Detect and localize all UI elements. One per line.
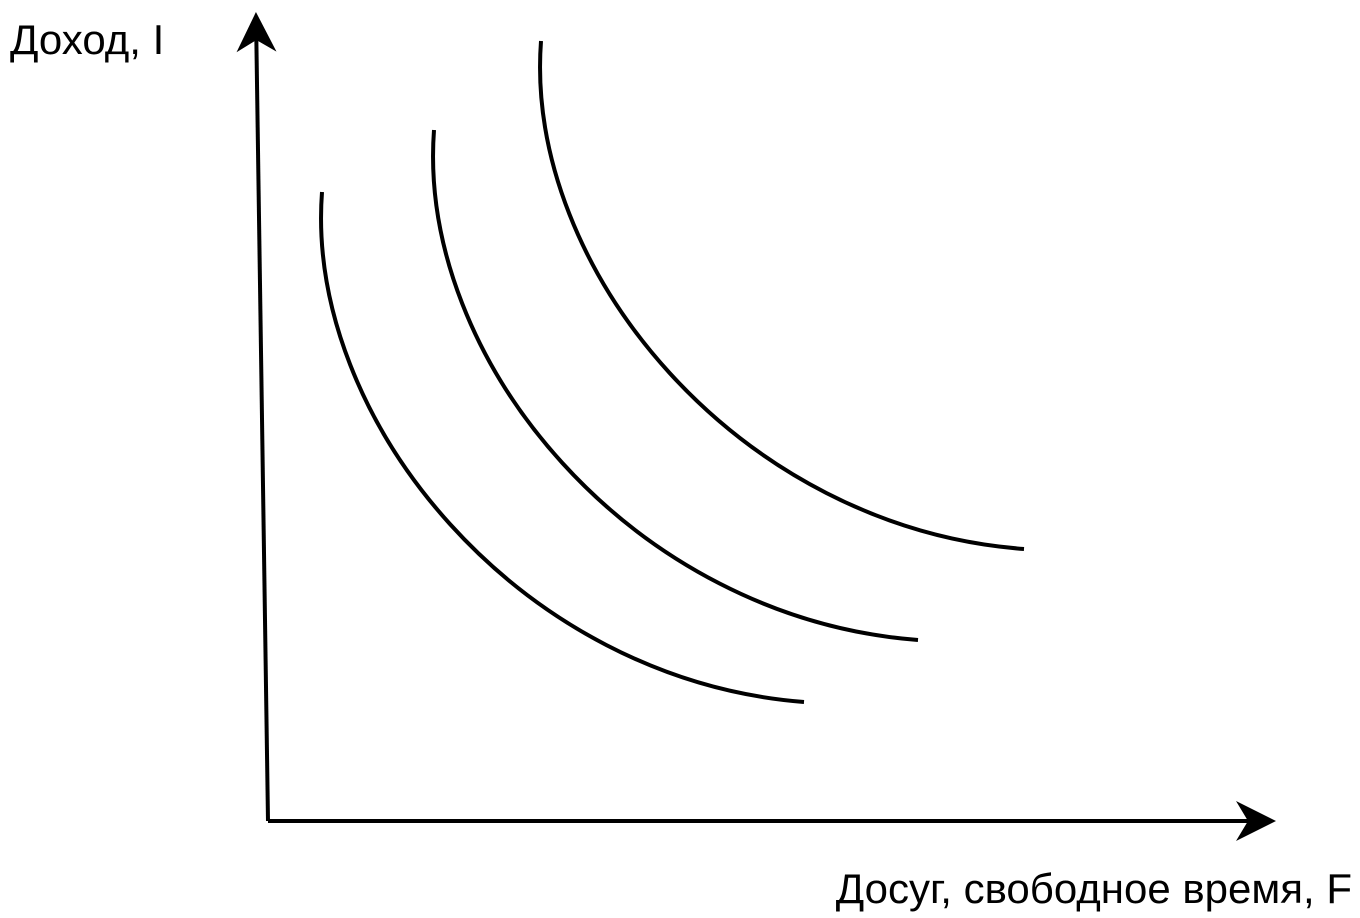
y-axis: [236, 12, 277, 822]
y-axis-label: Доход, I: [10, 16, 164, 63]
indifference-curve: [538, 40, 1025, 551]
x-axis-label: Досуг, свободное время, F: [836, 865, 1352, 912]
indifference-curve: [319, 191, 805, 704]
indifference-curve: [431, 129, 919, 642]
